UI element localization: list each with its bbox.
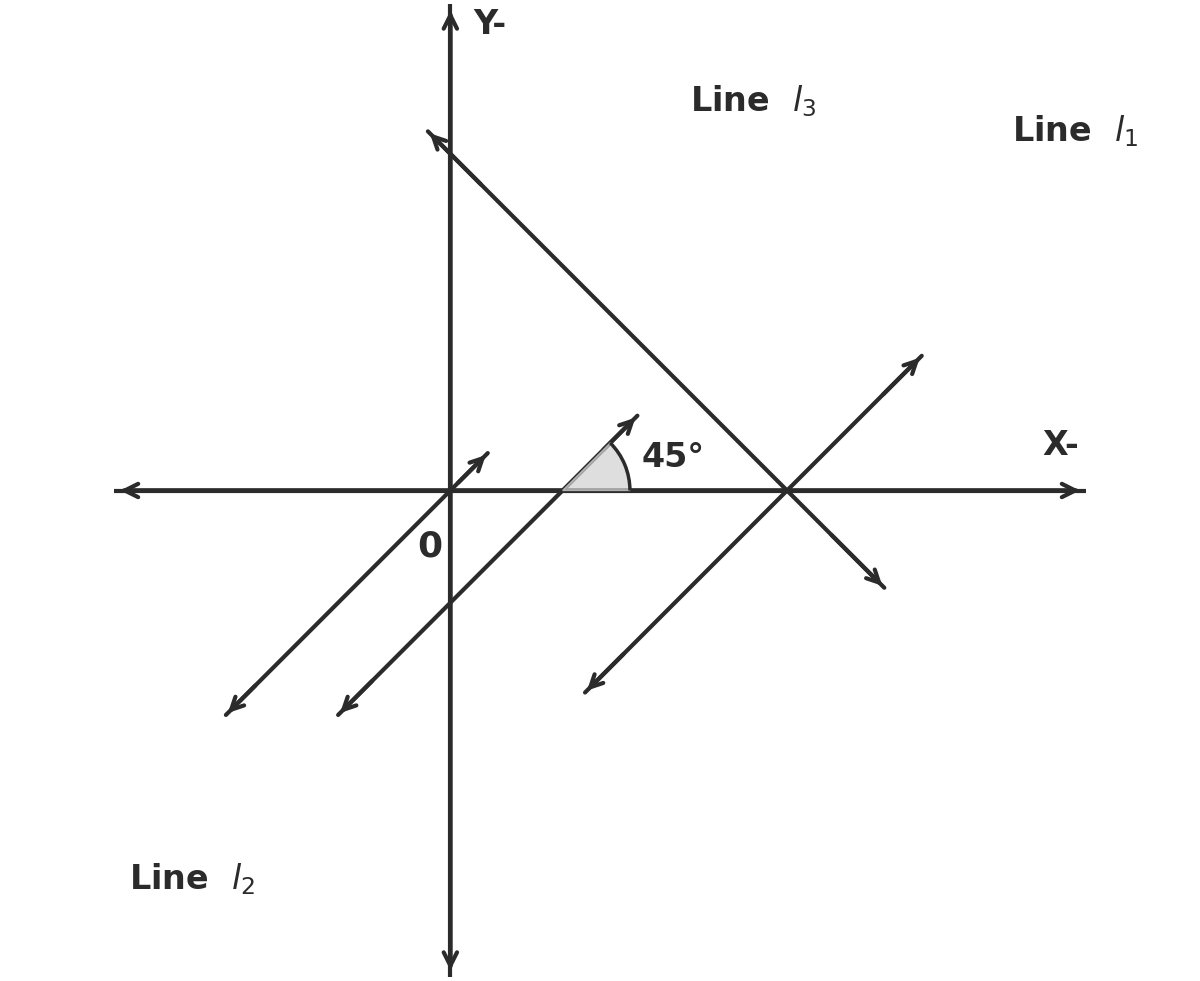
Text: X-: X- (1042, 429, 1079, 462)
Text: Y-: Y- (473, 8, 506, 41)
Polygon shape (563, 442, 630, 490)
Text: Line  $\mathit{l}_3$: Line $\mathit{l}_3$ (690, 83, 816, 120)
Text: Line  $\mathit{l}_1$: Line $\mathit{l}_1$ (1012, 114, 1138, 149)
Text: 45°: 45° (641, 441, 704, 474)
Text: 0: 0 (416, 530, 442, 563)
Text: Line  $\mathit{l}_2$: Line $\mathit{l}_2$ (128, 861, 254, 898)
